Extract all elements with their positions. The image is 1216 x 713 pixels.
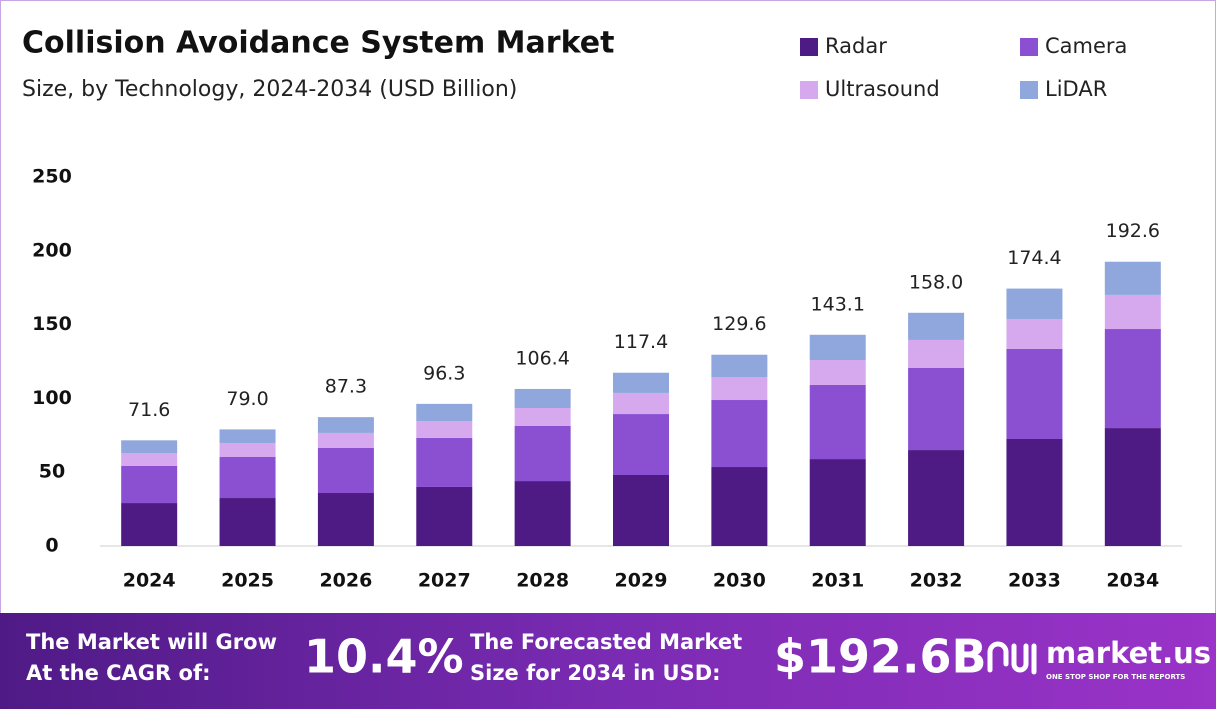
x-tick-label: 2034 [1106,570,1159,592]
x-tick-label: 2029 [615,570,668,592]
bar-segment [613,414,669,476]
legend-label: Radar [825,34,887,58]
bar-segment [514,426,571,482]
bar-segment [809,459,866,546]
bar-segment [416,403,473,421]
total-label: 87.3 [325,376,367,398]
bar-segment [416,486,473,546]
total-label: 143.1 [811,293,865,315]
bar-segment [514,481,571,546]
bar-segment [317,493,374,546]
legend-swatch [800,38,818,56]
y-tick-label: 200 [32,239,72,261]
bar-segment [1104,294,1161,330]
legend-swatch [1020,38,1038,56]
bar-segment [809,360,866,385]
footer-value: 10.4% [304,630,464,684]
x-tick-label: 2024 [123,570,176,592]
bar-segment [809,384,866,460]
total-label: 71.6 [128,399,170,421]
total-label: 117.4 [614,331,668,353]
bar-segment [1104,329,1161,429]
bar-segment [613,392,669,415]
x-tick-label: 2032 [910,570,963,592]
bar-segment [219,456,276,499]
bar-segment [317,432,374,448]
total-label: 129.6 [712,313,766,335]
y-tick-label: 50 [39,461,65,483]
x-tick-label: 2030 [713,570,766,592]
bar-segment [317,417,374,433]
x-tick-label: 2026 [319,570,372,592]
total-label: 96.3 [423,362,465,384]
total-label: 174.4 [1007,247,1061,269]
bar-segment [1006,348,1063,439]
legend-swatch [1020,81,1038,99]
bar-segment [908,339,965,368]
brand-logo [987,641,1037,675]
legend-swatch [800,81,818,99]
footer: The Market will Grow At the CAGR of: 10.… [26,630,1211,686]
chart-subtitle: Size, by Technology, 2024-2034 (USD Bill… [22,77,517,102]
y-tick-label: 0 [45,535,58,557]
bar-segment [1006,318,1063,349]
footer-text: The Forecasted Market [470,630,742,654]
bar-segment [908,367,965,451]
bar-segment [317,447,374,494]
bar-segment [121,466,178,504]
total-label: 106.4 [515,347,569,369]
bar-segment [711,354,768,377]
bar-segment [514,407,571,427]
legend-label: LiDAR [1045,77,1107,101]
footer-value: $192.6B [774,630,987,684]
y-tick-label: 100 [32,387,72,409]
x-tick-label: 2031 [811,570,864,592]
total-label: 79.0 [226,388,268,410]
footer-text: The Market will Grow [26,630,277,654]
bar-segment [711,376,768,401]
bar-segment [121,440,178,454]
x-tick-label: 2027 [418,570,471,592]
legend-label: Ultrasound [825,77,940,101]
bar-segment [1104,261,1161,295]
y-tick-label: 150 [32,313,72,335]
bar-segment [219,498,276,546]
total-label: 158.0 [909,271,963,293]
bar-segment [121,503,178,546]
bar-segment [1104,428,1161,546]
bar-segment [219,442,276,457]
footer-text: At the CAGR of: [26,661,211,685]
y-tick-label: 250 [32,166,72,188]
bar-segment [908,450,965,546]
brand: market.us [1046,636,1211,670]
bar-segment [613,475,669,546]
brand-tagline: ONE STOP SHOP FOR THE REPORTS [1046,673,1185,681]
bar-segment [1006,288,1063,319]
legend-label: Camera [1045,34,1127,58]
bar-segment [908,312,965,340]
bar-segment [809,334,866,361]
bar-segment [711,467,768,546]
bar-segment [711,400,768,468]
x-tick-label: 2028 [516,570,569,592]
bar-segment [416,437,473,487]
total-label: 192.6 [1106,220,1160,242]
bar-segment [416,420,473,438]
x-tick-label: 2033 [1008,570,1061,592]
chart-title: Collision Avoidance System Market [22,26,614,61]
bar-segment [1006,438,1063,546]
bar-segment [514,388,571,408]
x-tick-label: 2025 [221,570,274,592]
footer-text: Size for 2034 in USD: [470,661,721,685]
bar-segment [121,453,178,467]
bar-segment [613,372,669,393]
bar-segment [219,429,276,443]
